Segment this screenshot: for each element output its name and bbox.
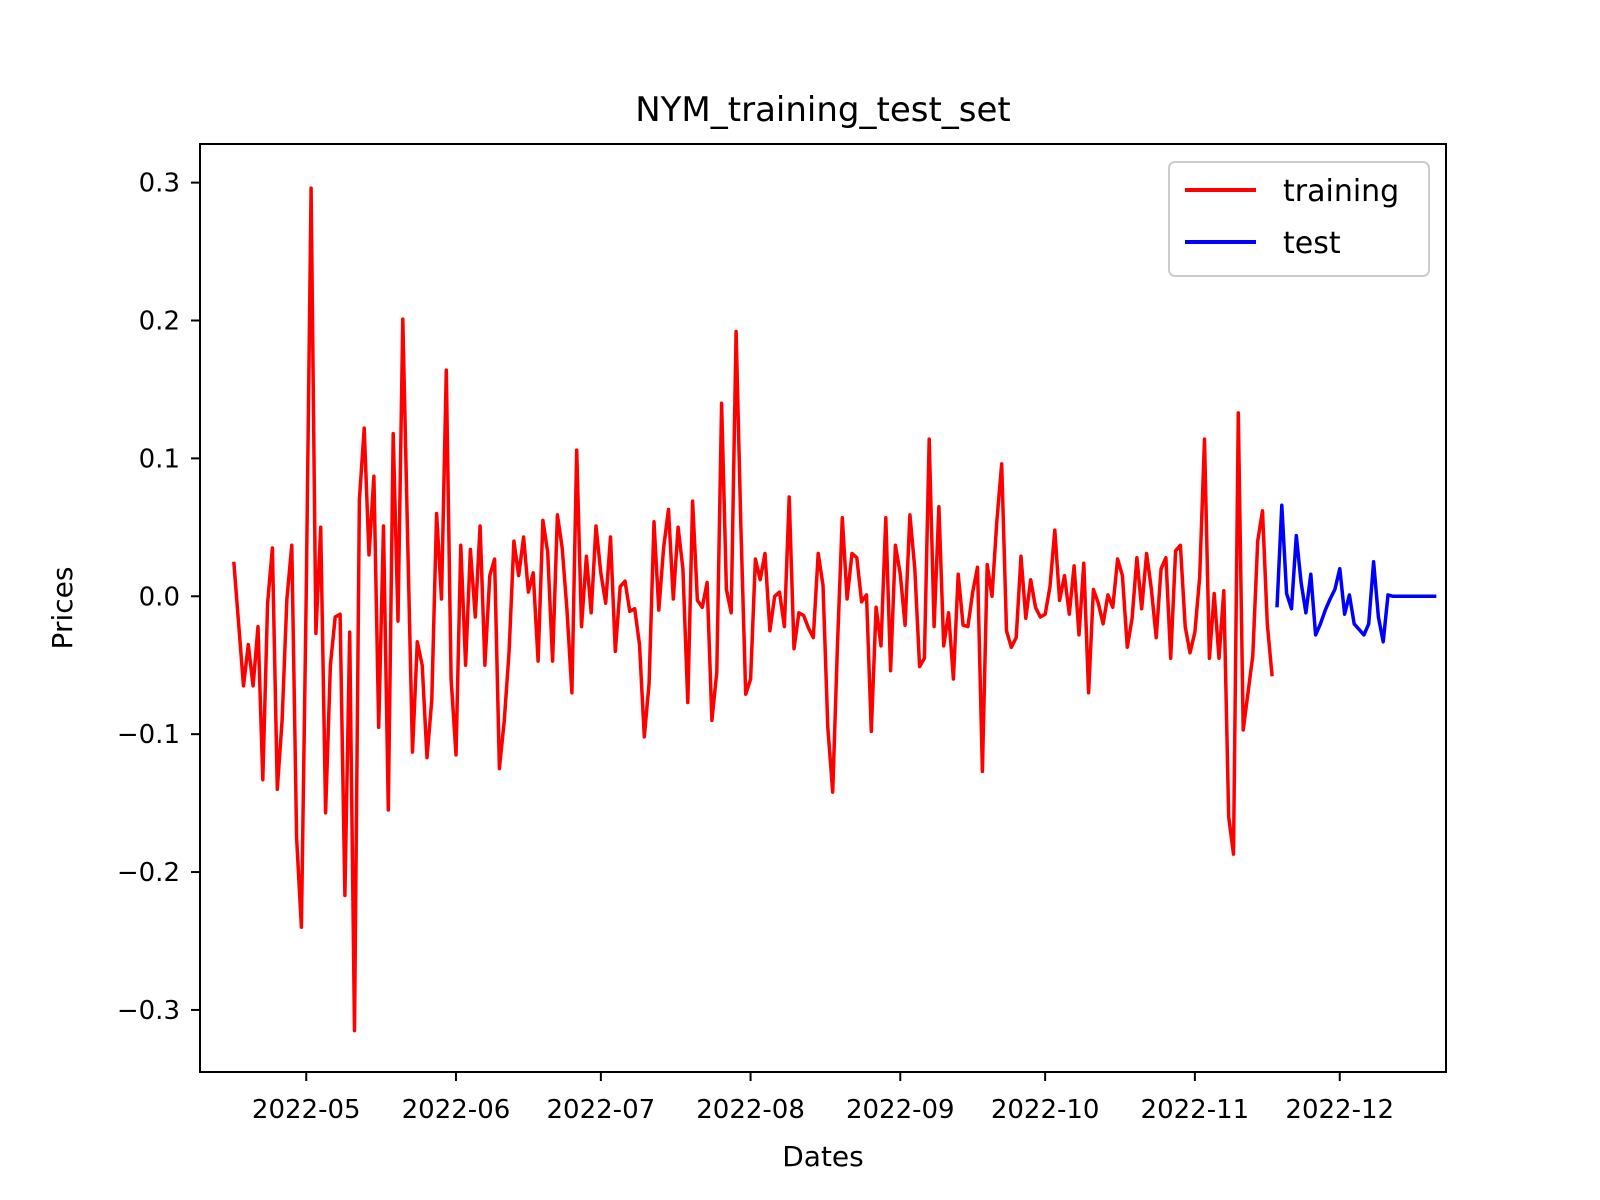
x-tick-label: 2022-07: [547, 1095, 656, 1125]
y-tick-label: 0.1: [139, 444, 180, 474]
y-tick-label: 0.3: [139, 169, 180, 199]
plot-frame: [199, 143, 1447, 1073]
legend-label-training: training: [1283, 174, 1399, 209]
legend: training test: [1168, 161, 1430, 277]
x-tick-label: 2022-05: [252, 1095, 361, 1125]
y-tick-label: −0.3: [117, 996, 180, 1026]
series-line-test: [1275, 503, 1437, 644]
x-tick-label: 2022-12: [1285, 1095, 1394, 1125]
y-axis-label: Prices: [46, 567, 79, 650]
x-tick-label: 2022-10: [991, 1095, 1100, 1125]
y-tick-label: 0.2: [139, 306, 180, 336]
x-tick-label: 2022-09: [846, 1095, 955, 1125]
legend-label-test: test: [1283, 226, 1341, 261]
y-tick-label: −0.2: [117, 858, 180, 888]
y-axis: 0.3 0.2 0.1 0.0 −0.1 −0.2 −0.3: [117, 169, 200, 1026]
series-layer: [232, 186, 1437, 1033]
x-tick-label: 2022-11: [1141, 1095, 1250, 1125]
series-line-training: [232, 186, 1274, 1033]
x-axis-label: Dates: [782, 1140, 864, 1173]
x-tick-label: 2022-06: [402, 1095, 511, 1125]
chart-title: NYM_training_test_set: [635, 90, 1011, 130]
y-tick-label: 0.0: [139, 582, 180, 612]
x-tick-label: 2022-08: [696, 1095, 805, 1125]
y-tick-label: −0.1: [117, 720, 180, 750]
x-axis: 2022-05 2022-06 2022-07 2022-08 2022-09 2022-…: [252, 1072, 1394, 1125]
